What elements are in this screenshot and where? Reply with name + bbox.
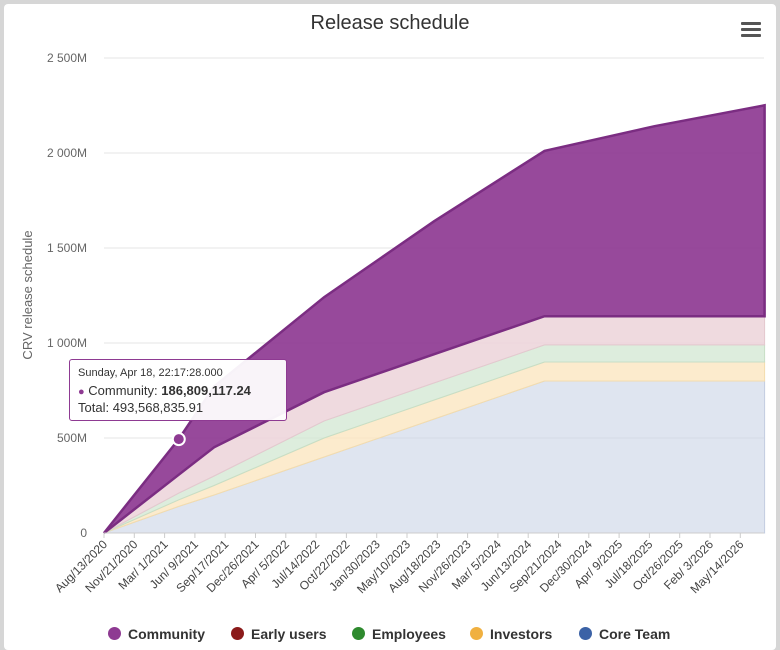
legend-item-employees[interactable]: Employees (352, 626, 446, 642)
legend-swatch-employees (352, 627, 365, 640)
legend-label-community: Community (128, 626, 205, 642)
chart-title: Release schedule (310, 12, 470, 34)
legend-item-community[interactable]: Community (108, 626, 205, 642)
legend-item-core-team[interactable]: Core Team (579, 626, 670, 642)
y-tick-label: 2 000M (47, 146, 87, 160)
tooltip-series-line: ● Community: 186,809,117.24 (78, 383, 286, 400)
y-tick-label: 2 500M (47, 51, 87, 65)
tooltip-total-line: Total: 493,568,835.91 (78, 400, 286, 416)
y-tick-label: 1 000M (47, 336, 87, 350)
hover-point-marker (171, 432, 186, 447)
chart-legend: Community Early users Employees Investor… (0, 626, 780, 646)
legend-swatch-investors (470, 627, 483, 640)
legend-swatch-early-users (231, 627, 244, 640)
legend-label-early-users: Early users (251, 626, 327, 642)
tooltip-series-label: Community: (88, 383, 162, 398)
tooltip-total-value: 493,568,835.91 (112, 400, 204, 415)
tooltip-date: Sunday, Apr 18, 22:17:28.000 (78, 367, 223, 379)
y-axis-title: CRV release schedule (20, 230, 35, 359)
tooltip-total-label: Total: (78, 400, 113, 415)
y-tick-label: 0 (80, 526, 87, 540)
legend-label-employees: Employees (372, 626, 446, 642)
legend-item-investors[interactable]: Investors (470, 626, 552, 642)
tooltip-series-value: 186,809,117.24 (161, 383, 251, 398)
legend-swatch-community (108, 627, 121, 640)
tooltip-series-dot: ● (78, 386, 85, 398)
tooltip: Sunday, Apr 18, 22:17:28.000 ● Community… (69, 359, 287, 421)
legend-label-core-team: Core Team (599, 626, 671, 642)
legend-label-investors: Investors (490, 626, 553, 642)
legend-swatch-core-team (579, 627, 592, 640)
y-tick-label: 1 500M (47, 241, 87, 255)
legend-item-early-users[interactable]: Early users (231, 626, 327, 642)
hamburger-menu-icon[interactable] (741, 22, 761, 38)
y-tick-label: 500M (57, 431, 87, 445)
